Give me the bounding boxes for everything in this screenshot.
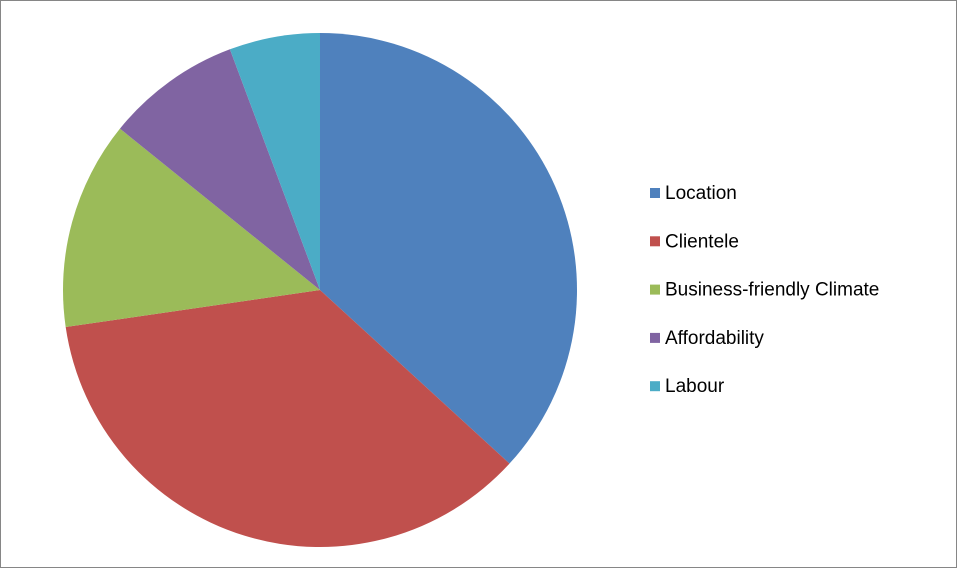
legend-label: Affordability bbox=[665, 328, 764, 349]
pie-slice bbox=[229, 33, 320, 290]
pie-slice bbox=[320, 33, 578, 464]
pie-slice bbox=[65, 290, 510, 547]
legend-swatch bbox=[650, 188, 660, 198]
legend-swatch bbox=[650, 284, 660, 295]
legend-label: Business-friendly Climate bbox=[665, 280, 879, 301]
legend-label: Location bbox=[665, 183, 737, 204]
pie-slice bbox=[62, 128, 320, 328]
legend-swatch bbox=[650, 381, 660, 392]
legend-swatch bbox=[650, 236, 660, 247]
legend-label: Labour bbox=[665, 376, 725, 397]
legend-label: Clientele bbox=[665, 231, 739, 252]
pie-slice bbox=[119, 49, 321, 291]
legend-swatch bbox=[650, 332, 660, 343]
